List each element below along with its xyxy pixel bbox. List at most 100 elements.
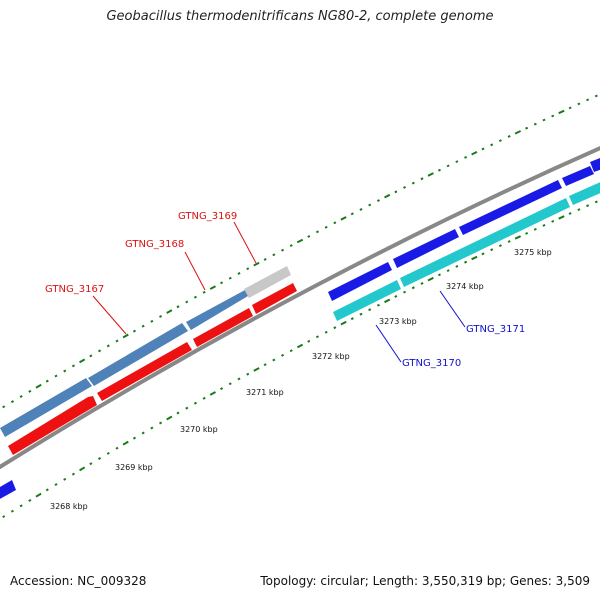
minor-tick	[376, 303, 380, 307]
gene-label-gtng-3171[interactable]: GTNG_3171	[466, 324, 525, 335]
tick-label: 3268 kbp	[50, 502, 88, 511]
minor-tick	[498, 139, 502, 143]
minor-tick	[324, 330, 328, 334]
minor-tick	[246, 372, 250, 376]
minor-tick	[45, 379, 49, 383]
gene-feature[interactable]	[97, 342, 192, 401]
major-tick	[471, 255, 478, 261]
minor-tick	[368, 203, 372, 207]
major-tick	[166, 415, 173, 421]
minor-tick	[307, 235, 311, 238]
minor-tick	[586, 98, 590, 102]
major-tick	[296, 343, 304, 349]
minor-tick	[507, 135, 511, 138]
minor-tick	[263, 258, 267, 261]
minor-tick	[376, 199, 380, 202]
gene-feature[interactable]	[393, 229, 459, 268]
minor-tick	[289, 244, 293, 247]
minor-tick	[315, 335, 319, 339]
tick-label: 3269 kbp	[115, 463, 153, 472]
minor-tick	[455, 264, 459, 268]
major-tick	[122, 440, 129, 446]
minor-tick	[159, 315, 163, 318]
minor-tick	[98, 457, 102, 460]
tick-label: 3271 kbp	[246, 388, 284, 397]
genome-summary: Topology: circular; Length: 3,550,319 bp…	[260, 574, 590, 588]
minor-tick	[411, 181, 415, 185]
minor-tick	[228, 382, 232, 386]
minor-tick	[89, 462, 93, 466]
gene-feature[interactable]	[562, 166, 594, 186]
gene-feature[interactable]	[186, 290, 248, 330]
major-tick	[427, 276, 434, 282]
minor-tick	[150, 426, 154, 430]
minor-tick	[220, 387, 224, 391]
major-tick	[35, 492, 42, 498]
minor-tick	[411, 286, 415, 290]
minor-tick	[498, 244, 502, 248]
tick-label: 3272 kbp	[312, 352, 350, 361]
major-tick	[558, 215, 565, 220]
minor-tick	[281, 353, 285, 357]
gene-feature[interactable]	[193, 308, 253, 347]
gene-feature[interactable]	[244, 266, 291, 298]
gene-track-forward-left	[0, 266, 291, 500]
minor-tick	[446, 269, 450, 273]
gene-feature[interactable]	[400, 198, 570, 287]
major-tick	[514, 130, 522, 135]
major-tick	[384, 298, 391, 304]
minor-tick	[150, 319, 154, 323]
gene-feature[interactable]	[252, 283, 297, 314]
minor-tick	[420, 177, 424, 181]
minor-tick	[359, 208, 363, 211]
gene-feature[interactable]	[459, 180, 562, 235]
gene-feature[interactable]	[328, 262, 392, 301]
minor-tick	[89, 354, 93, 358]
gene-label-gtng-3167[interactable]: GTNG_3167	[45, 284, 104, 295]
minor-tick	[193, 401, 197, 405]
gene-feature[interactable]	[0, 480, 16, 500]
gene-feature[interactable]	[590, 156, 600, 172]
major-tick	[35, 383, 42, 389]
major-tick	[384, 193, 391, 199]
minor-tick	[359, 312, 363, 316]
minor-tick	[193, 295, 197, 299]
minor-tick	[464, 260, 468, 264]
gene-label-gtng-3168[interactable]: GTNG_3168	[125, 239, 184, 250]
map-title: Geobacillus thermodenitrificans NG80-2, …	[106, 9, 494, 24]
major-tick	[209, 391, 216, 396]
minor-tick	[542, 118, 546, 122]
minor-tick	[2, 515, 6, 519]
minor-tick	[594, 94, 598, 98]
gene-feature[interactable]	[8, 396, 97, 455]
major-tick	[253, 367, 260, 372]
major-tick	[471, 150, 478, 156]
gene-feature[interactable]	[569, 180, 600, 205]
minor-tick	[455, 160, 459, 164]
gene-label-gtng-3169[interactable]: GTNG_3169	[178, 211, 237, 222]
tick-label: 3270 kbp	[180, 425, 218, 434]
genome-backbone	[0, 146, 600, 470]
minor-tick	[437, 273, 441, 277]
gene-feature[interactable]	[0, 378, 92, 437]
minor-tick	[272, 358, 276, 362]
major-tick	[253, 261, 260, 267]
minor-tick	[246, 267, 250, 271]
gene-feature[interactable]	[333, 280, 401, 321]
minor-tick	[394, 190, 398, 194]
gene-feature[interactable]	[88, 323, 188, 386]
minor-tick	[315, 230, 319, 234]
minor-tick	[202, 290, 206, 294]
minor-tick	[289, 349, 293, 353]
minor-tick	[63, 477, 67, 481]
minor-tick	[71, 364, 75, 368]
minor-tick	[525, 126, 529, 130]
major-tick	[79, 358, 86, 364]
major-tick	[209, 285, 216, 290]
minor-tick	[54, 483, 58, 487]
minor-tick	[263, 363, 267, 367]
minor-tick	[542, 223, 546, 227]
gene-label-gtng-3170[interactable]: GTNG_3170	[402, 358, 461, 369]
minor-tick	[403, 186, 407, 189]
